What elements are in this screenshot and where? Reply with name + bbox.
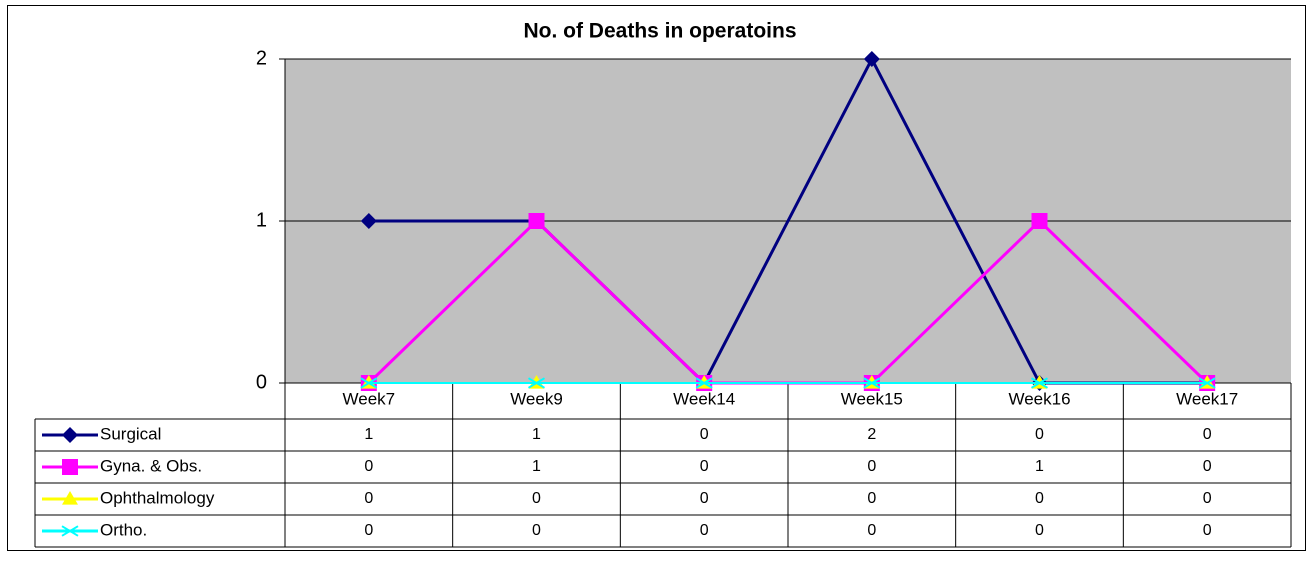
table-value: 1 [1035, 458, 1044, 475]
table-value: 0 [364, 522, 373, 539]
table-value: 0 [1203, 458, 1212, 475]
table-value: 0 [1035, 490, 1044, 507]
table-value: 0 [532, 522, 541, 539]
table-value: 0 [364, 458, 373, 475]
table-value: 0 [1035, 426, 1044, 443]
table-value: 1 [532, 426, 541, 443]
marker [62, 491, 78, 505]
legend-label: Surgical [100, 424, 161, 443]
marker [863, 377, 881, 389]
legend-label: Ophthalmology [100, 488, 215, 507]
table-value: 0 [532, 490, 541, 507]
table-value: 1 [364, 426, 373, 443]
marker [1030, 377, 1049, 389]
table-value: 0 [867, 490, 876, 507]
y-tick-label: 2 [256, 47, 267, 69]
table-value: 0 [1203, 490, 1212, 507]
table-value: 0 [1035, 522, 1044, 539]
x-tick-label: Week17 [1176, 389, 1238, 408]
table-value: 0 [700, 490, 709, 507]
x-tick-label: Week7 [343, 389, 396, 408]
legend-label: Ortho. [100, 520, 147, 539]
marker [695, 377, 713, 389]
marker [61, 525, 79, 537]
table-value: 0 [1203, 522, 1212, 539]
table-value: 0 [700, 426, 709, 443]
marker [360, 377, 378, 389]
marker [863, 51, 880, 67]
y-tick-label: 1 [256, 209, 267, 231]
marker [62, 427, 78, 443]
table-value: 0 [700, 458, 709, 475]
x-tick-label: Week15 [841, 389, 903, 408]
x-tick-label: Week9 [510, 389, 563, 408]
table-value: 0 [867, 458, 876, 475]
table-value: 0 [867, 522, 876, 539]
marker [360, 213, 377, 229]
marker [528, 213, 545, 229]
x-tick-label: Week14 [673, 389, 735, 408]
chart-title: No. of Deaths in operatoins [523, 20, 796, 43]
table-value: 1 [532, 458, 541, 475]
marker [62, 459, 78, 475]
marker [527, 377, 546, 389]
marker [1031, 213, 1048, 229]
table-value: 0 [364, 490, 373, 507]
table-value: 0 [1203, 426, 1212, 443]
x-tick-label: Week16 [1008, 389, 1070, 408]
table-value: 0 [700, 522, 709, 539]
y-tick-label: 0 [256, 371, 267, 393]
marker [1198, 377, 1216, 389]
legend-label: Gyna. & Obs. [100, 456, 202, 475]
table-value: 2 [867, 426, 876, 443]
